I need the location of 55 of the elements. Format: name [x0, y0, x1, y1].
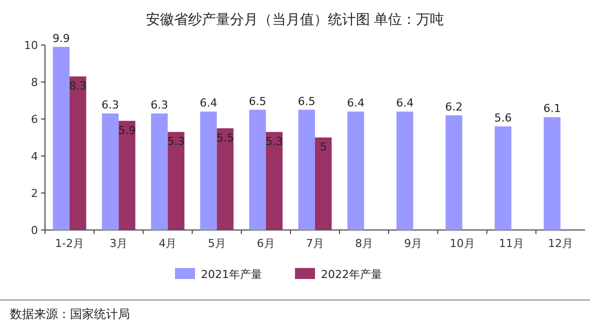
data-label: 5.3: [266, 134, 284, 148]
bar: [544, 117, 560, 230]
y-tick-label: 10: [24, 39, 38, 52]
x-tick-label: 6月: [256, 237, 275, 250]
data-label: 6.1: [543, 102, 561, 116]
bar: [216, 128, 234, 230]
data-label: 6.3: [102, 98, 120, 112]
bar: [200, 112, 217, 230]
data-label: 5.9: [118, 124, 136, 137]
data-label: 6.4: [396, 96, 414, 110]
x-tick-label: 5月: [208, 237, 226, 250]
y-tick-label: 4: [31, 150, 38, 163]
bar: [118, 120, 136, 230]
source-note: 数据来源：国家统计局: [10, 307, 130, 321]
bar: [70, 76, 86, 230]
x-tick-label: 11月: [498, 237, 524, 250]
bar: [52, 46, 70, 230]
y-tick-label: 6: [31, 113, 38, 126]
data-label: 6.3: [150, 98, 168, 112]
bar: [298, 110, 315, 230]
y-tick-label: 8: [31, 76, 38, 89]
x-tick-label: 12月: [548, 237, 573, 250]
bar: [249, 110, 266, 230]
data-label: 6.5: [248, 94, 266, 108]
data-label: 9.9: [52, 32, 70, 45]
x-tick-label: 10月: [450, 237, 475, 250]
x-tick-label: 4月: [158, 237, 177, 250]
bar: [168, 132, 184, 230]
x-tick-label: 3月: [110, 237, 128, 250]
data-label: 6.4: [200, 96, 218, 110]
bar: [266, 132, 283, 230]
data-label: 5.5: [216, 131, 234, 144]
bar: [347, 112, 364, 230]
data-label: 5.3: [167, 134, 185, 148]
x-tick-label: 7月: [306, 237, 324, 250]
x-tick-label: 9月: [404, 237, 422, 250]
x-tick-label: 1-2月: [55, 237, 84, 250]
bar: [315, 138, 332, 230]
data-label: 8.3: [69, 79, 87, 92]
bar: [494, 126, 512, 230]
bar: [446, 115, 462, 230]
legend-label: 2022年产量: [321, 268, 382, 281]
y-tick-label: 0: [31, 224, 38, 237]
data-label: 5: [320, 140, 327, 154]
bar: [151, 113, 168, 230]
data-label: 6.4: [346, 96, 364, 110]
data-label: 5.6: [494, 111, 512, 124]
data-label: 6.5: [298, 94, 316, 108]
data-label: 6.2: [445, 100, 463, 114]
y-tick-label: 2: [31, 187, 38, 200]
x-tick-label: 8月: [355, 237, 374, 250]
chart-title: 安徽省纱产量分月（当月值）统计图 单位：万吨: [146, 12, 444, 28]
legend-label: 2021年产量: [201, 268, 262, 281]
bar: [102, 113, 119, 230]
bar: [396, 112, 414, 230]
